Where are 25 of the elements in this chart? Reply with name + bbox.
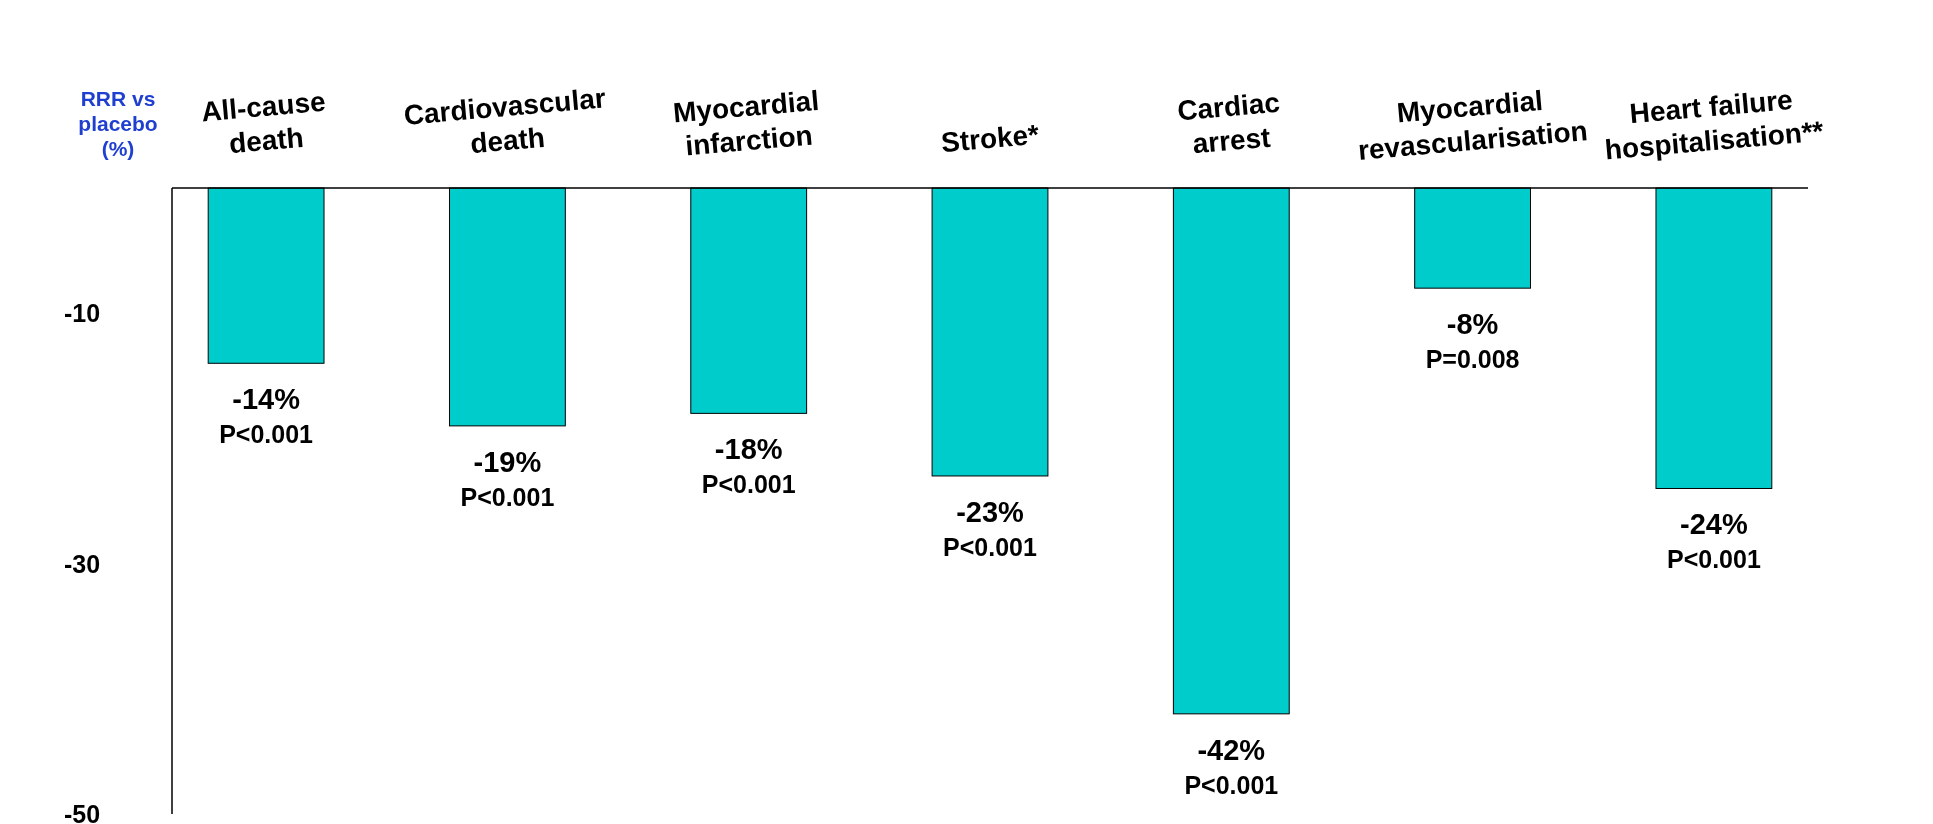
y-tick-label: -50: [63, 800, 101, 824]
x-tick-label: Stroke*: [939, 118, 1041, 159]
annotation: P<0.001: [701, 470, 796, 499]
y-axis-title: RRR vs placebo (%): [78, 87, 158, 160]
annotation: P<0.001: [943, 532, 1038, 561]
annotation: P<0.001: [219, 420, 314, 449]
y-tick-label: -30: [63, 549, 101, 578]
data-label: -14%: [232, 383, 301, 416]
x-tick-label: Heart failure hospitalisation**: [1603, 84, 1825, 166]
annotation: P<0.001: [1184, 770, 1279, 799]
data-label: -19%: [473, 445, 542, 478]
annotation: P=0.008: [1425, 345, 1520, 374]
x-tick-label: Cardiac arrest: [1176, 86, 1282, 160]
x-tick-label: All-cause death: [200, 85, 327, 160]
x-tick-label: Cardiovascular death: [402, 82, 607, 160]
data-label: -24%: [1680, 508, 1748, 541]
annotation: P<0.001: [1666, 545, 1761, 574]
data-label: -42%: [1197, 733, 1266, 766]
data-label: -23%: [956, 495, 1025, 528]
annotation: P<0.001: [460, 482, 555, 511]
x-tick-label: Myocardial infarction: [671, 84, 821, 162]
data-label: -18%: [714, 433, 783, 466]
y-tick-label: -10: [63, 299, 101, 328]
x-tick-label: Myocardial revascularisation: [1356, 84, 1589, 166]
data-label: -8%: [1446, 308, 1499, 341]
